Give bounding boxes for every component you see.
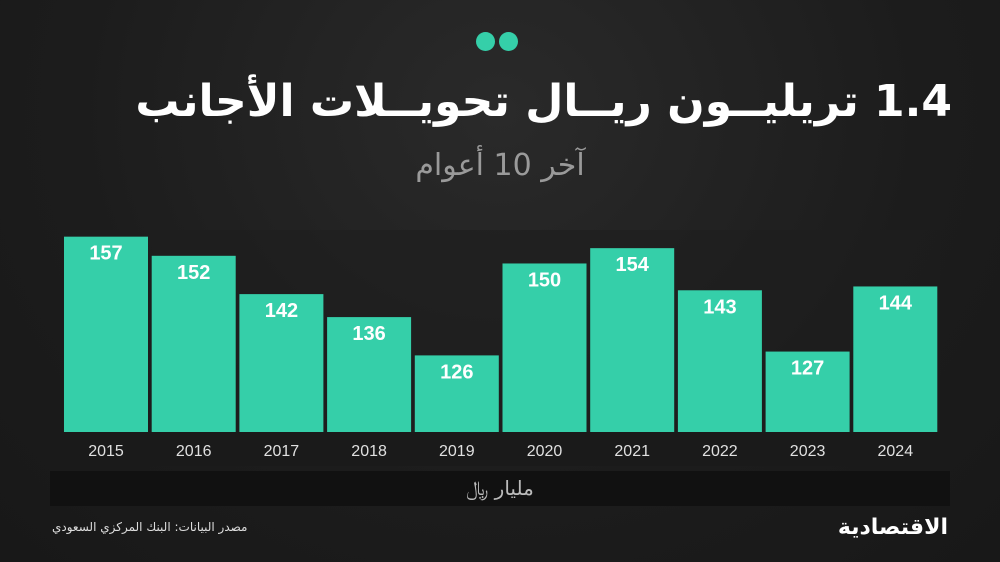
x-tick-label: 2018 [351,443,387,460]
data-label: 144 [879,292,913,314]
bar-2020 [502,263,587,432]
dot-icon [476,32,495,51]
x-tick-label: 2015 [88,443,124,460]
bar-2015 [64,236,148,432]
bar-2023 [765,351,850,432]
bar-2024 [853,286,938,432]
chart-title: 1.4 تريليــون ريــال تحويــلات الأجانب [135,76,952,127]
data-label: 136 [352,323,385,345]
data-label: 157 [89,243,122,265]
bar-2017 [239,294,324,432]
accent-dots [476,32,518,51]
bar-chart: 157 2015 152 2016 142 2017 136 2018 126 2019 150 20… [64,236,938,460]
unit-label: مليار ﷼ [50,471,950,506]
bar-2019 [414,355,499,432]
data-label: 126 [440,361,473,383]
data-label: 142 [265,300,298,322]
chart-subtitle: آخر 10 أعوام [415,148,585,183]
x-axis-band [63,432,940,466]
data-label: 150 [528,269,561,291]
bar-2016 [151,255,236,432]
x-tick-label: 2021 [614,443,650,460]
bar-2021 [590,248,675,432]
bar-2022 [677,290,762,432]
x-tick-label: 2019 [439,443,475,460]
source-note: مصدر البيانات: البنك المركزي السعودي [52,520,248,534]
data-label: 127 [791,358,824,380]
x-tick-label: 2020 [527,443,563,460]
data-label: 143 [703,296,736,318]
bar-2018 [327,317,412,432]
x-tick-label: 2017 [264,443,300,460]
x-tick-label: 2023 [790,443,826,460]
data-label: 152 [177,262,210,284]
data-label: 154 [616,254,650,276]
x-tick-label: 2016 [176,443,212,460]
publisher-logo: الاقتصادية [837,515,948,540]
dot-icon [499,32,518,51]
x-tick-label: 2022 [702,443,738,460]
x-tick-label: 2024 [878,443,914,460]
